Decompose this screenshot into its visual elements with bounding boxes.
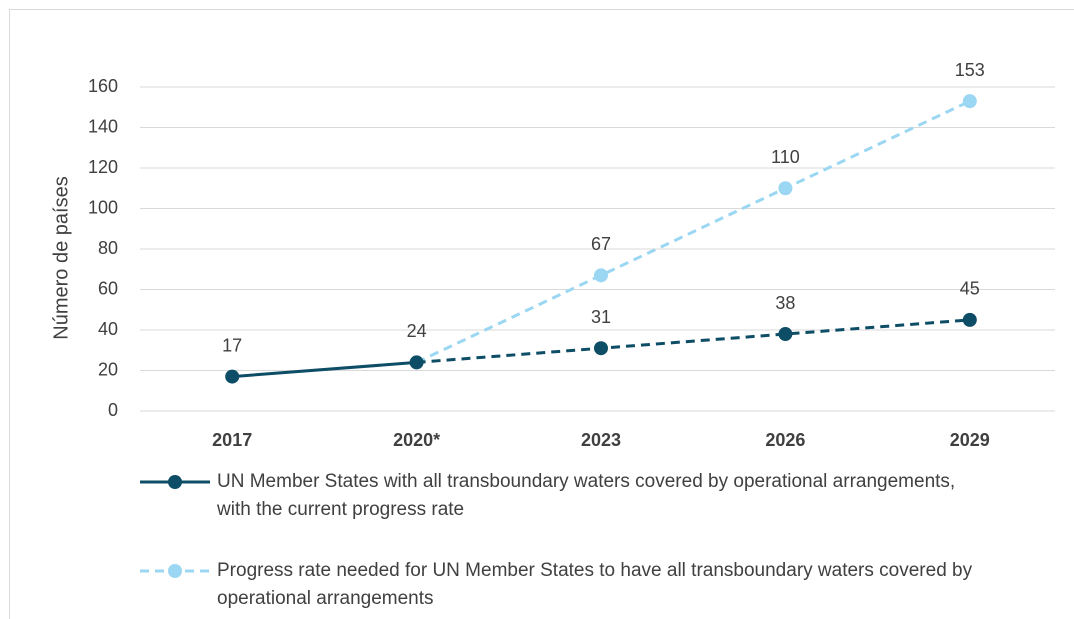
data-label: 31 <box>591 307 611 327</box>
y-tick-label: 0 <box>108 400 118 420</box>
marker <box>962 312 977 327</box>
x-tick-label: 2020* <box>393 430 440 450</box>
x-tick-label: 2026 <box>765 430 805 450</box>
y-tick-label: 20 <box>98 359 118 379</box>
data-label: 24 <box>407 321 427 341</box>
data-label: 67 <box>591 234 611 254</box>
series-line <box>416 318 970 364</box>
marker <box>778 181 793 196</box>
marker <box>409 355 424 370</box>
frame <box>9 9 1074 619</box>
series-line <box>232 360 417 379</box>
x-tick-label: 2017 <box>212 430 252 450</box>
data-label: 45 <box>960 279 980 299</box>
x-tick-label: 2023 <box>581 430 621 450</box>
y-tick-label: 140 <box>88 116 118 136</box>
data-label: 153 <box>955 60 985 80</box>
y-tick-label: 80 <box>98 238 118 258</box>
y-tick-label: 60 <box>98 278 118 298</box>
marker <box>594 341 608 356</box>
legend-marker <box>168 564 182 578</box>
x-tick-label: 2029 <box>950 430 990 450</box>
marker <box>225 369 240 384</box>
marker <box>778 327 793 342</box>
marker <box>962 94 977 109</box>
y-tick-label: 120 <box>88 157 118 177</box>
legend-text: UN Member States with all transboundary … <box>217 471 956 520</box>
data-label: 17 <box>222 335 242 355</box>
legend-text: Progress rate needed for UN Member State… <box>217 560 973 609</box>
series-line <box>415 99 971 364</box>
legend-marker <box>168 475 182 489</box>
y-tick-label: 160 <box>88 76 118 96</box>
y-tick-label: 100 <box>88 197 118 217</box>
data-label: 38 <box>775 293 795 313</box>
data-label: 110 <box>771 147 800 167</box>
marker <box>594 268 608 283</box>
y-tick-label: 40 <box>98 319 118 339</box>
y-axis-title: Número de países <box>50 176 72 339</box>
